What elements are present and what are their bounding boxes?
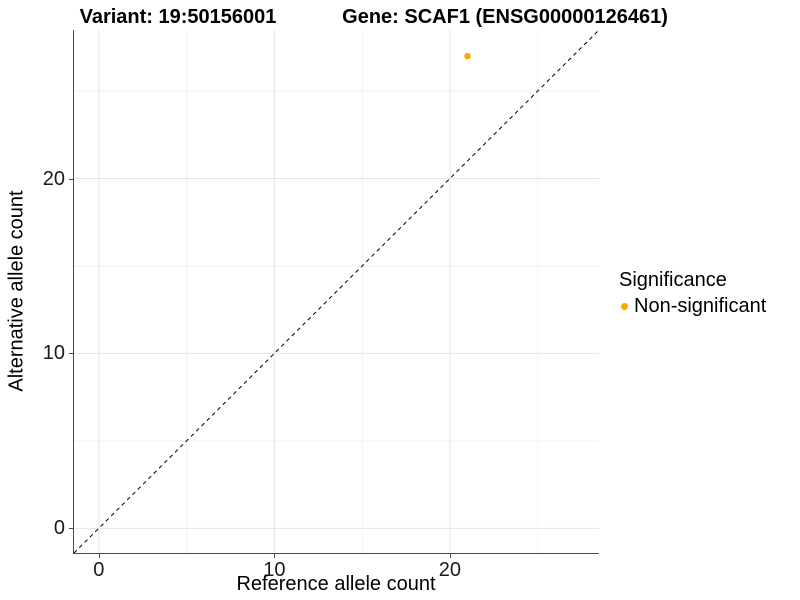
x-axis-tick-label: 0 — [93, 559, 105, 581]
x-axis-title: Reference allele count — [236, 573, 436, 595]
identity-reference-line — [74, 30, 599, 553]
y-axis-tick — [69, 353, 74, 355]
x-axis-tick — [98, 553, 100, 558]
plot-panel — [73, 30, 599, 554]
x-axis-tick — [449, 553, 451, 558]
plot-canvas — [74, 30, 599, 553]
legend-item-label: Non-significant — [634, 295, 767, 317]
y-axis-tick-label: 20 — [42, 167, 65, 190]
plot-title-gene: Gene: SCAF1 (ENSG00000126461) — [342, 6, 668, 28]
x-axis-tick — [274, 553, 276, 558]
y-axis-tick-label: 0 — [53, 517, 65, 540]
legend-point-icon — [621, 302, 628, 310]
x-axis-tick-label: 20 — [438, 559, 462, 581]
plot-title-variant: Variant: 19:50156001 — [79, 6, 277, 28]
y-axis-tick-label: 10 — [42, 342, 65, 365]
y-axis-title: Alternative allele count — [5, 190, 28, 392]
x-axis-tick-label: 10 — [263, 559, 286, 581]
y-axis-tick — [69, 528, 74, 530]
data-point — [464, 52, 471, 60]
legend-item-non-significant: Non-significant — [619, 295, 766, 317]
legend: Significance Non-significant — [619, 268, 766, 317]
legend-title: Significance — [619, 269, 727, 291]
y-axis-tick — [69, 178, 74, 180]
